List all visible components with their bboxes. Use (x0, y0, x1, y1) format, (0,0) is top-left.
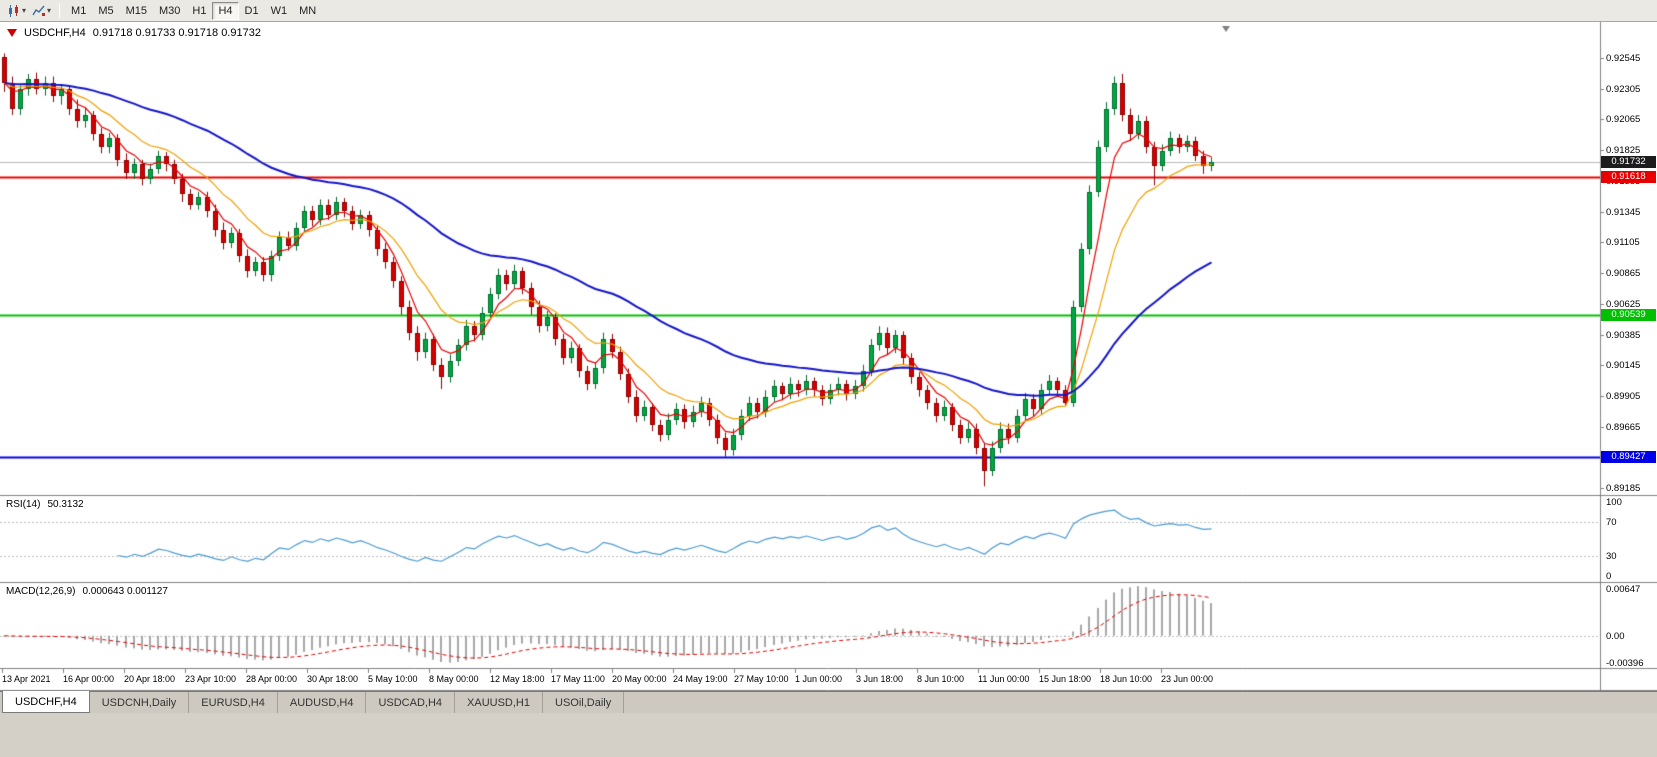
indicator-line-icon (32, 5, 46, 16)
timeframe-button-m1[interactable]: M1 (71, 4, 87, 17)
chart-tab-usoil-daily[interactable]: USOil,Daily (543, 692, 625, 714)
candlestick-chart-icon (9, 4, 18, 17)
chart-tab-eurusd-h4[interactable]: EURUSD,H4 (189, 692, 278, 714)
chart-tab-usdcnh-daily[interactable]: USDCNH,Daily (89, 692, 190, 714)
timeframe-button-m5[interactable]: M5 (98, 4, 114, 17)
timeframe-group: M1 M5 M15 M30 H1 H4 D1 W1 MN (65, 1, 322, 20)
timeframe-button-d1[interactable]: D1 (244, 4, 259, 17)
timeframe-button-m30[interactable]: M30 (159, 4, 181, 17)
toolbar-separator (59, 3, 61, 18)
toolbar: ▾ ▾ M1 M5 M15 M30 H1 H4 D1 W1 MN (0, 0, 1657, 22)
timeframe-button-h4[interactable]: H4 (212, 1, 239, 20)
dropdown-caret-icon: ▾ (22, 6, 27, 15)
indicators-dropdown-icon[interactable]: ▾ (29, 2, 54, 20)
chart-area: USDCHF,H4 0.91718 0.91733 0.91718 0.9173… (0, 22, 1657, 691)
chart-tab-audusd-h4[interactable]: AUDUSD,H4 (277, 692, 367, 714)
window-bottom-area (0, 713, 1657, 757)
chart-tab-xauusd-h1[interactable]: XAUUSD,H1 (455, 692, 543, 714)
chart-tab-usdchf-h4[interactable]: USDCHF,H4 (2, 691, 90, 713)
chart-tab-usdcad-h4[interactable]: USDCAD,H4 (366, 692, 456, 714)
timeframe-button-mn[interactable]: MN (299, 4, 317, 17)
timeframe-button-m15[interactable]: M15 (125, 4, 147, 17)
price-chart-canvas[interactable] (0, 22, 1657, 691)
chart-tab-bar: USDCHF,H4 USDCNH,Daily EURUSD,H4 AUDUSD,H4 U… (0, 691, 1657, 714)
timeframe-button-h1[interactable]: H1 (192, 4, 207, 17)
dropdown-caret-icon: ▾ (47, 6, 52, 15)
timeframe-button-w1[interactable]: W1 (270, 4, 288, 17)
chart-window-icon[interactable]: ▾ (4, 2, 29, 20)
